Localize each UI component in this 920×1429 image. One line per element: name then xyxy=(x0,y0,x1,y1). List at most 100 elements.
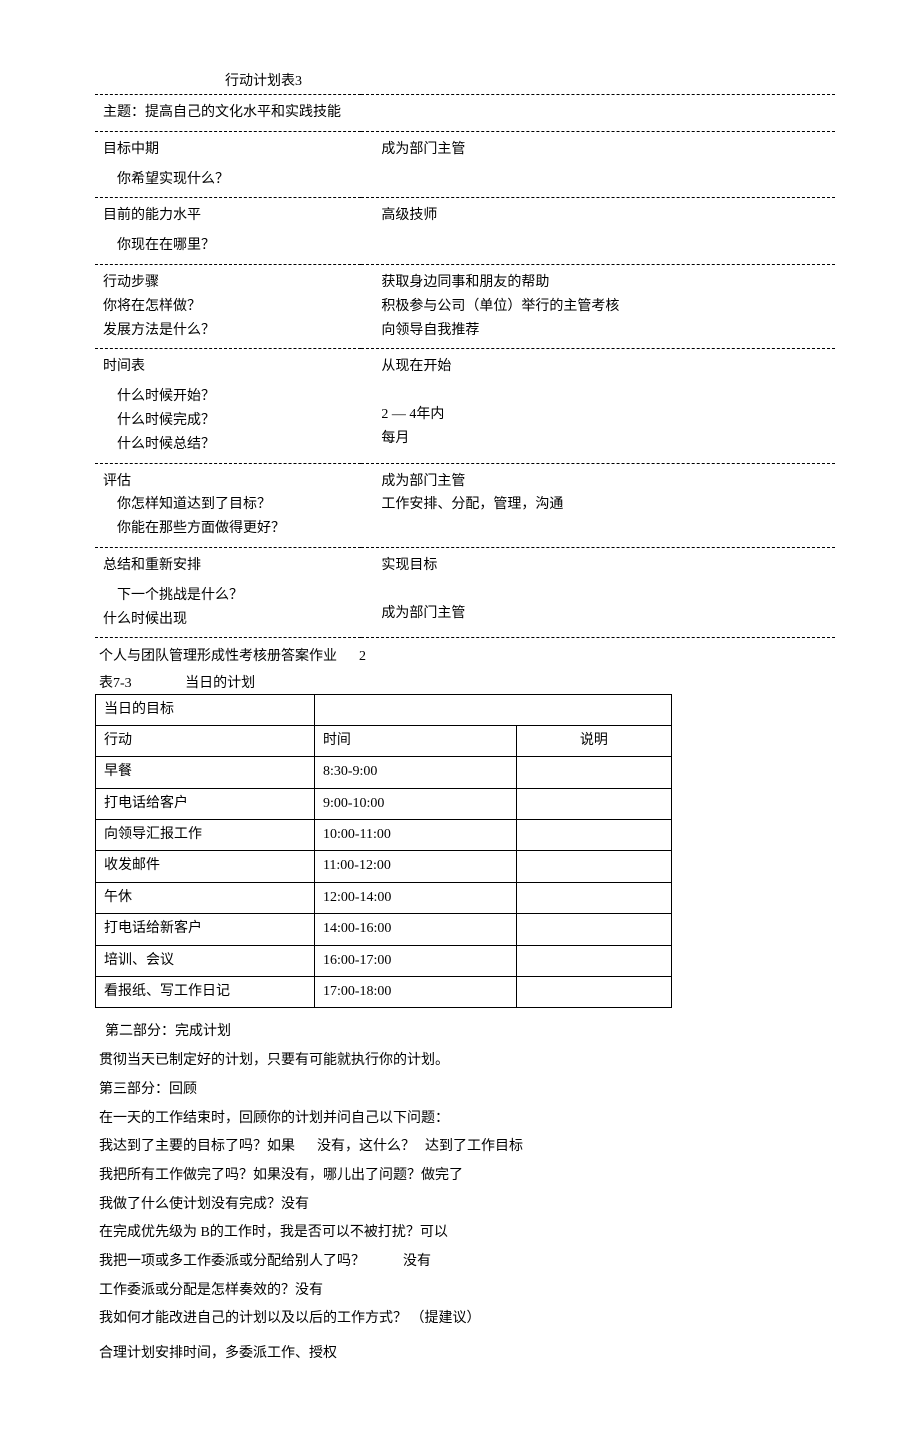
t2-h3: 说明 xyxy=(516,725,672,756)
para-8: 在完成优先级为 B的工作时，我是否可以不被打扰？可以 xyxy=(99,1219,835,1248)
t1-r2-right: 获取身边同事和朋友的帮助 积极参与公司（单位）举行的主管考核 向领导自我推荐 xyxy=(361,264,835,348)
para-6: 我把所有工作做完了吗？如果没有，哪儿出了问题？做完了 xyxy=(99,1162,835,1191)
t1-r0-main: 目标中期 xyxy=(103,142,159,157)
para-9: 我把一项或多工作委派或分配给别人了吗？ 没有 xyxy=(99,1248,835,1277)
t2-r6-c1: 培训、会议 xyxy=(96,945,315,976)
t2-r0-c3 xyxy=(516,757,672,788)
t2-r4-c2: 12:00-14:00 xyxy=(314,882,516,913)
para-10: 工作委派或分配是怎样奏效的？没有 xyxy=(99,1277,835,1306)
t1-r0-rl0: 成为部门主管 xyxy=(381,142,465,157)
t1-r3-rl2: 2 — 4年内 xyxy=(381,407,444,422)
t2-goal-blank1 xyxy=(314,694,516,725)
t1-r5-right: 实现目标 成为部门主管 xyxy=(361,547,835,637)
t1-r2-left: 行动步骤 你将在怎样做？ 发展方法是什么？ xyxy=(95,264,361,348)
t1-r0-sub0: 你希望实现什么？ xyxy=(103,168,353,192)
t1-r4-main: 评估 xyxy=(103,474,131,489)
t1-r4-rl0: 成为部门主管 xyxy=(381,474,465,489)
t2-r3-c2: 11:00-12:00 xyxy=(314,851,516,882)
t2-r6-c2: 16:00-17:00 xyxy=(314,945,516,976)
t1-r2-f1: 发展方法是什么？ xyxy=(103,323,215,338)
para-9b: 没有 xyxy=(403,1254,431,1269)
t1-r3-rl0: 从现在开始 xyxy=(381,359,451,374)
t2-plan-label: 当日的计划 xyxy=(185,672,255,692)
t1-r3-right: 从现在开始 2 — 4年内 每月 xyxy=(361,349,835,463)
t2-r2-c1: 向领导汇报工作 xyxy=(96,820,315,851)
t2-r5-c2: 14:00-16:00 xyxy=(314,914,516,945)
t1-r0-right: 成为部门主管 xyxy=(361,131,835,198)
t2-goal-label: 当日的目标 xyxy=(96,694,315,725)
review-paragraphs: 第二部分：完成计划 贯彻当天已制定好的计划，只要有可能就执行你的计划。 第三部分… xyxy=(99,1018,835,1368)
t2-r3-c3 xyxy=(516,851,672,882)
t1-r2-rl0: 获取身边同事和朋友的帮助 xyxy=(381,275,549,290)
para-2: 贯彻当天已制定好的计划，只要有可能就执行你的计划。 xyxy=(99,1047,835,1076)
t1-r4-sub0: 你怎样知道达到了目标？ xyxy=(103,493,353,517)
t1-r3-left: 时间表 什么时候开始？ 什么时候完成？ 什么时候总结？ xyxy=(95,349,361,463)
t1-r3-sub1: 什么时候完成？ xyxy=(103,409,353,433)
para-11: 我如何才能改进自己的计划以及以后的工作方式？ （提建议） xyxy=(99,1305,835,1334)
para-5b: 没有，这什么？ xyxy=(317,1139,415,1154)
mid-line: 个人与团队管理形成性考核册答案作业 2 xyxy=(99,644,835,669)
table2-label-row: 表7-3 当日的计划 xyxy=(99,672,835,692)
t2-goal-blank2 xyxy=(516,694,672,725)
t2-r4-c3 xyxy=(516,882,672,913)
t2-r2-c2: 10:00-11:00 xyxy=(314,820,516,851)
t2-r4-c1: 午休 xyxy=(96,882,315,913)
t2-r1-c2: 9:00-10:00 xyxy=(314,788,516,819)
t2-r7-c2: 17:00-18:00 xyxy=(314,977,516,1008)
t1-r3-main: 时间表 xyxy=(103,359,145,374)
t2-r0-c1: 早餐 xyxy=(96,757,315,788)
para-3: 第三部分：回顾 xyxy=(99,1076,835,1105)
para-5a: 我达到了主要的目标了吗？如果 xyxy=(99,1139,295,1154)
t2-r3-c1: 收发邮件 xyxy=(96,851,315,882)
t1-r4-right: 成为部门主管 工作安排、分配，管理，沟通 xyxy=(361,463,835,547)
t1-r1-right: 高级技师 xyxy=(361,198,835,265)
t1-r4-rl1: 工作安排、分配，管理，沟通 xyxy=(381,497,563,512)
theme-value: 提高自己的文化水平和实践技能 xyxy=(145,105,341,120)
table1-title: 行动计划表3 xyxy=(225,70,835,90)
t1-r3-sub0: 什么时候开始？ xyxy=(103,385,353,409)
t1-r5-rl0: 实现目标 xyxy=(381,558,437,573)
t1-r5-sub0: 下一个挑战是什么？ xyxy=(103,584,353,608)
t1-r3-sub2: 什么时候总结？ xyxy=(103,433,353,457)
theme-row: 主题：提高自己的文化水平和实践技能 xyxy=(95,95,835,132)
t1-r5-rl2: 成为部门主管 xyxy=(381,606,465,621)
t1-r4-left: 评估 你怎样知道达到了目标？ 你能在那些方面做得更好？ xyxy=(95,463,361,547)
para-5c: 达到了工作目标 xyxy=(425,1139,523,1154)
t2-r6-c3 xyxy=(516,945,672,976)
t2-r1-c3 xyxy=(516,788,672,819)
t1-r1-main: 目前的能力水平 xyxy=(103,208,201,223)
theme-label: 主题： xyxy=(103,105,145,120)
para-9a: 我把一项或多工作委派或分配给别人了吗？ xyxy=(99,1254,365,1269)
t1-r1-rl0: 高级技师 xyxy=(381,208,437,223)
daily-plan-table: 当日的目标 行动 时间 说明 早餐8:30-9:00 打电话给客户9:00-10… xyxy=(95,694,672,1009)
t1-r4-sub1: 你能在那些方面做得更好？ xyxy=(103,517,353,541)
para-5: 我达到了主要的目标了吗？如果 没有，这什么？ 达到了工作目标 xyxy=(99,1133,835,1162)
t2-r5-c1: 打电话给新客户 xyxy=(96,914,315,945)
t1-r2-main: 行动步骤 xyxy=(103,275,159,290)
t1-r2-f0: 你将在怎样做？ xyxy=(103,299,201,314)
mid-line-b: 2 xyxy=(359,649,366,664)
t2-h2: 时间 xyxy=(314,725,516,756)
action-plan-table: 主题：提高自己的文化水平和实践技能 目标中期 你希望实现什么？ 成为部门主管 目… xyxy=(95,94,835,638)
t2-r7-c1: 看报纸、写工作日记 xyxy=(96,977,315,1008)
t1-r1-sub0: 你现在在哪里？ xyxy=(103,234,353,258)
t1-r3-rl3: 每月 xyxy=(381,431,409,446)
t1-r1-left: 目前的能力水平 你现在在哪里？ xyxy=(95,198,361,265)
t2-h1: 行动 xyxy=(96,725,315,756)
t2-label: 表7-3 xyxy=(99,672,132,692)
t2-r7-c3 xyxy=(516,977,672,1008)
para-7: 我做了什么使计划没有完成？没有 xyxy=(99,1191,835,1220)
t1-r2-rl2: 向领导自我推荐 xyxy=(381,323,479,338)
t1-r5-fa0: 什么时候出现 xyxy=(103,608,353,632)
para-12: 合理计划安排时间，多委派工作、授权 xyxy=(99,1340,835,1369)
para-1: 第二部分：完成计划 xyxy=(99,1018,835,1047)
para-4: 在一天的工作结束时，回顾你的计划并问自己以下问题： xyxy=(99,1105,835,1134)
t1-r5-left: 总结和重新安排 下一个挑战是什么？ 什么时候出现 xyxy=(95,547,361,637)
t1-r5-main: 总结和重新安排 xyxy=(103,558,201,573)
t1-r2-rl1: 积极参与公司（单位）举行的主管考核 xyxy=(381,299,619,314)
mid-line-a: 个人与团队管理形成性考核册答案作业 xyxy=(99,649,337,664)
t2-r5-c3 xyxy=(516,914,672,945)
t2-r1-c1: 打电话给客户 xyxy=(96,788,315,819)
t1-r0-left: 目标中期 你希望实现什么？ xyxy=(95,131,361,198)
t2-r2-c3 xyxy=(516,820,672,851)
